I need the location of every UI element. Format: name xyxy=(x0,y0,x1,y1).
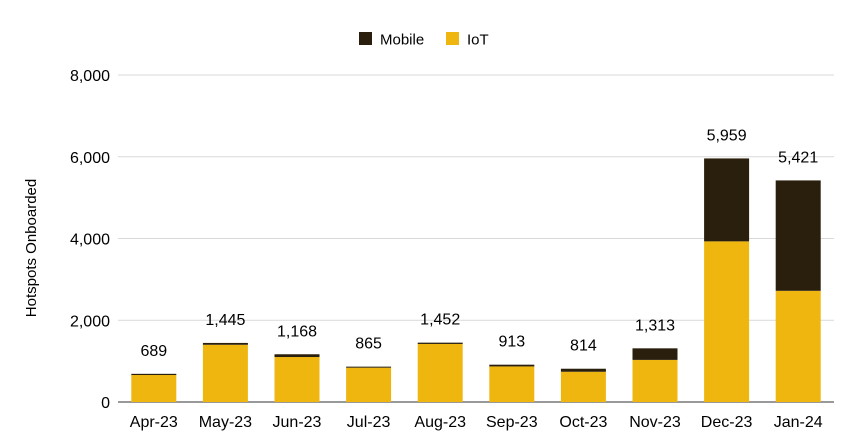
bar-mobile-may-23 xyxy=(202,342,248,345)
bar-iot-jun-23 xyxy=(274,357,320,402)
bar-iot-sep-23 xyxy=(489,366,535,402)
x-tick-label: Apr-23 xyxy=(130,414,178,431)
bar-mobile-jul-23 xyxy=(346,366,392,368)
total-label: 1,313 xyxy=(635,317,675,334)
legend-swatch-iot xyxy=(446,32,459,45)
total-label: 865 xyxy=(355,336,382,353)
total-label: 5,959 xyxy=(707,127,747,144)
y-tick-label: 6,000 xyxy=(70,150,110,167)
bar-iot-jan-24 xyxy=(775,290,821,402)
bar-iot-apr-23 xyxy=(131,375,177,402)
y-tick-label: 8,000 xyxy=(70,68,110,85)
x-tick-label: Sep-23 xyxy=(486,414,538,431)
bar-iot-oct-23 xyxy=(560,371,606,402)
total-label: 1,452 xyxy=(420,312,460,329)
bar-iot-jul-23 xyxy=(346,367,392,402)
x-tick-label: Jan-24 xyxy=(774,414,823,431)
x-tick-label: May-23 xyxy=(199,414,252,431)
bar-mobile-oct-23 xyxy=(560,368,606,372)
bar-mobile-aug-23 xyxy=(417,342,463,344)
total-label: 913 xyxy=(498,334,525,351)
legend-label-iot: IoT xyxy=(467,32,489,49)
x-tick-label: Jul-23 xyxy=(347,414,391,431)
y-tick-label: 4,000 xyxy=(70,232,110,249)
y-axis-title: Hotspots Onboarded xyxy=(23,179,40,317)
bar-mobile-jan-24 xyxy=(775,180,821,291)
legend-label-mobile: Mobile xyxy=(380,32,424,49)
y-tick-label: 2,000 xyxy=(70,313,110,330)
x-tick-label: Jun-23 xyxy=(273,414,322,431)
total-label: 1,168 xyxy=(277,323,317,340)
bar-iot-dec-23 xyxy=(704,241,750,402)
bar-iot-may-23 xyxy=(202,344,248,402)
bar-iot-nov-23 xyxy=(632,359,678,402)
y-axis: 0 2,000 4,000 6,000 8,000 xyxy=(70,68,110,412)
total-label: 5,421 xyxy=(778,149,818,166)
y-tick-label: 0 xyxy=(101,395,110,412)
bar-mobile-sep-23 xyxy=(489,364,535,367)
bar-mobile-dec-23 xyxy=(704,158,750,242)
bar-mobile-jun-23 xyxy=(274,354,320,358)
bars xyxy=(131,158,821,402)
bar-mobile-nov-23 xyxy=(632,348,678,360)
total-label: 689 xyxy=(140,343,167,360)
data-labels: 689 1,445 1,168 865 1,452 913 814 1,313 5,959 5,4… xyxy=(140,127,818,359)
bar-mobile-apr-23 xyxy=(131,373,177,376)
x-tick-label: Nov-23 xyxy=(629,414,681,431)
bar-iot-aug-23 xyxy=(417,343,463,402)
legend-swatch-mobile xyxy=(359,32,372,45)
x-tick-label: Oct-23 xyxy=(559,414,607,431)
x-tick-label: Aug-23 xyxy=(414,414,466,431)
legend: Mobile IoT xyxy=(359,32,489,49)
total-label: 1,445 xyxy=(205,312,245,329)
total-label: 814 xyxy=(570,338,597,355)
x-axis: Apr-23 May-23 Jun-23 Jul-23 Aug-23 Sep-23 Oct-… xyxy=(130,414,823,431)
x-tick-label: Dec-23 xyxy=(701,414,753,431)
